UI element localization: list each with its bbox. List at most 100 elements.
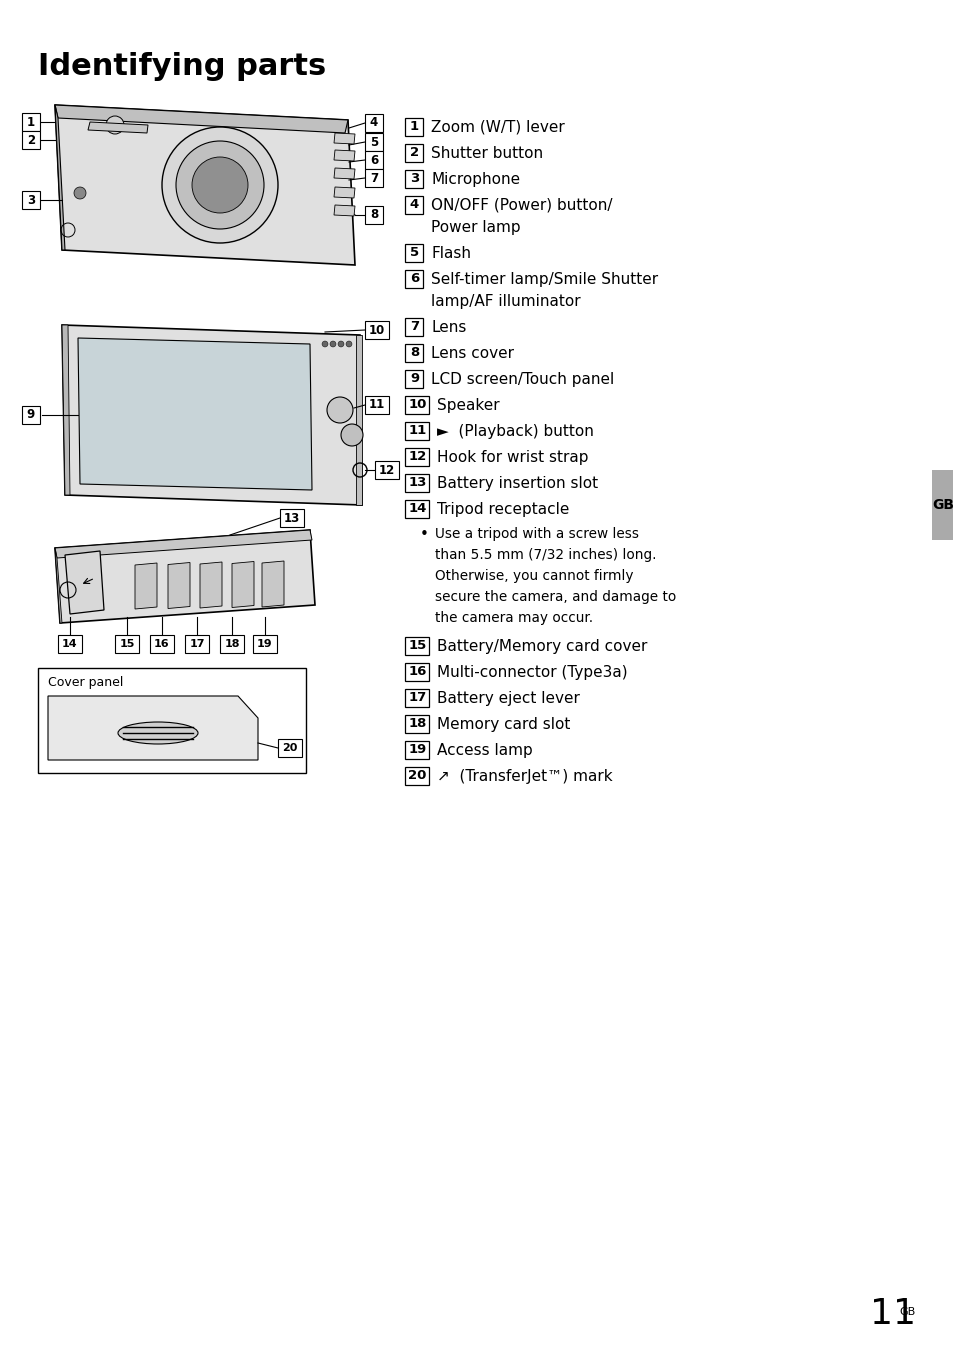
Bar [931, 469, 953, 539]
Bar [405, 500, 429, 518]
Bar [405, 741, 429, 759]
Bar [22, 191, 40, 208]
Text: Self-timer lamp/Smile Shutter: Self-timer lamp/Smile Shutter [431, 272, 658, 286]
Polygon shape [168, 562, 190, 608]
Text: Use a tripod with a screw less: Use a tripod with a screw less [435, 527, 639, 541]
Text: 9: 9 [27, 409, 35, 421]
Text: 7: 7 [370, 172, 377, 184]
Text: 6: 6 [370, 153, 377, 167]
Bar [38, 668, 306, 773]
Text: secure the camera, and damage to: secure the camera, and damage to [435, 589, 676, 604]
Text: 4: 4 [410, 199, 418, 211]
Bar [277, 738, 302, 757]
Text: 3: 3 [27, 194, 35, 207]
Text: 3: 3 [410, 172, 418, 186]
Bar [405, 689, 429, 706]
Text: Otherwise, you cannot firmly: Otherwise, you cannot firmly [435, 569, 634, 582]
Text: 11: 11 [369, 398, 385, 412]
Text: 11: 11 [408, 425, 426, 437]
Text: Shutter button: Shutter button [431, 147, 543, 161]
Polygon shape [55, 105, 65, 250]
Bar [365, 169, 382, 187]
Polygon shape [355, 335, 361, 504]
Text: Microphone: Microphone [431, 172, 520, 187]
Bar [405, 663, 429, 681]
Text: 16: 16 [154, 639, 170, 650]
Bar [405, 473, 429, 492]
Text: Battery/Memory card cover: Battery/Memory card cover [437, 639, 647, 654]
Bar [405, 767, 429, 784]
Text: Cover panel: Cover panel [48, 677, 123, 689]
Bar [365, 151, 382, 169]
Text: Speaker: Speaker [437, 398, 499, 413]
Bar [405, 118, 423, 136]
Bar [405, 344, 423, 362]
Text: 14: 14 [408, 503, 426, 515]
Text: Battery eject lever: Battery eject lever [437, 690, 579, 706]
Bar [405, 422, 429, 440]
Text: than 5.5 mm (7/32 inches) long.: than 5.5 mm (7/32 inches) long. [435, 547, 657, 562]
Text: 8: 8 [370, 208, 377, 222]
Circle shape [106, 116, 124, 134]
Text: ↗  (TransferJet™) mark: ↗ (TransferJet™) mark [437, 768, 613, 784]
Polygon shape [88, 122, 148, 133]
Text: 14: 14 [62, 639, 78, 650]
Bar [375, 461, 398, 479]
Text: Tripod receptacle: Tripod receptacle [437, 502, 569, 516]
Text: 10: 10 [369, 324, 385, 336]
Bar [22, 406, 40, 424]
Polygon shape [334, 187, 355, 198]
Bar [405, 169, 423, 188]
Polygon shape [62, 325, 361, 504]
Text: ON/OFF (Power) button/: ON/OFF (Power) button/ [431, 198, 613, 213]
Text: 17: 17 [408, 691, 426, 703]
Text: Power lamp: Power lamp [431, 221, 520, 235]
Polygon shape [62, 325, 70, 495]
Polygon shape [55, 105, 348, 133]
Text: 13: 13 [284, 511, 300, 525]
Bar [365, 114, 382, 132]
Text: 18: 18 [224, 639, 239, 650]
Text: 8: 8 [410, 347, 418, 359]
Polygon shape [78, 338, 312, 490]
Polygon shape [55, 530, 312, 558]
Bar [405, 395, 429, 414]
Circle shape [192, 157, 248, 213]
Text: 19: 19 [408, 742, 426, 756]
Text: 12: 12 [378, 464, 395, 476]
Text: Memory card slot: Memory card slot [437, 717, 570, 732]
Text: Battery insertion slot: Battery insertion slot [437, 476, 598, 491]
Bar [405, 448, 429, 465]
Text: 20: 20 [282, 742, 297, 753]
Bar [22, 113, 40, 130]
Text: Identifying parts: Identifying parts [38, 52, 326, 81]
Text: Flash: Flash [431, 246, 471, 261]
Text: 18: 18 [408, 717, 426, 730]
Text: 9: 9 [410, 373, 418, 386]
Text: 17: 17 [189, 639, 205, 650]
Text: GB: GB [931, 498, 953, 512]
Polygon shape [55, 547, 62, 623]
Text: Lens: Lens [431, 320, 466, 335]
Circle shape [74, 187, 86, 199]
Text: 6: 6 [410, 273, 418, 285]
Bar [405, 196, 423, 214]
Polygon shape [65, 551, 104, 615]
Polygon shape [334, 133, 355, 144]
Text: 1: 1 [27, 116, 35, 129]
Text: 7: 7 [410, 320, 418, 334]
Polygon shape [334, 151, 355, 161]
Circle shape [327, 397, 353, 422]
Text: 19: 19 [257, 639, 273, 650]
Text: Lens cover: Lens cover [431, 346, 514, 360]
Bar [150, 635, 173, 654]
Text: 5: 5 [370, 136, 377, 148]
Polygon shape [55, 105, 355, 265]
Polygon shape [232, 561, 253, 608]
Text: 4: 4 [370, 117, 377, 129]
Bar [405, 317, 423, 336]
Bar [405, 370, 423, 387]
Bar [185, 635, 209, 654]
Text: lamp/AF illuminator: lamp/AF illuminator [431, 295, 580, 309]
Text: GB: GB [899, 1307, 915, 1317]
